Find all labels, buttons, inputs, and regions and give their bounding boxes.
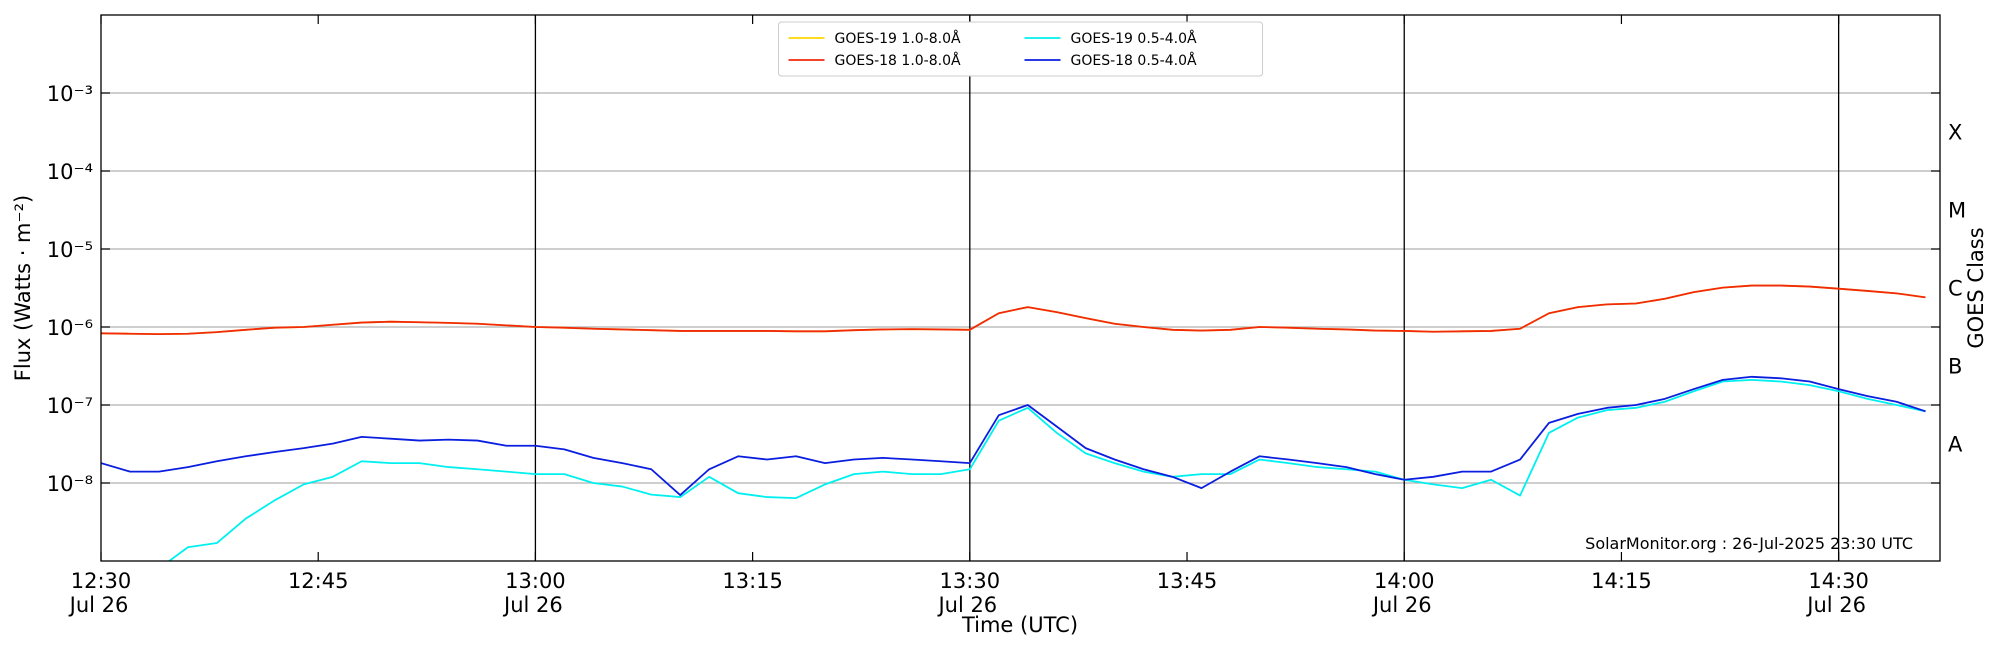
y-tick-label: 10⁻⁴: [47, 160, 93, 184]
x-tick-label-line: 13:30: [940, 569, 1001, 593]
legend-label: GOES-19 1.0-8.0Å: [835, 30, 961, 47]
x-tick-label: 14:15: [1591, 569, 1652, 593]
y-tick-label: 10⁻⁶: [47, 316, 93, 340]
legend-box: [778, 21, 1263, 77]
x-tick-label: 13:15: [722, 569, 783, 593]
y2-axis-label: GOES Class: [1964, 227, 1988, 348]
x-tick-label-line: Jul 26: [936, 593, 997, 617]
legend-label: GOES-19 0.5-4.0Å: [1071, 30, 1197, 47]
x-tick-label-line: Jul 26: [1371, 593, 1432, 617]
y-tick-label: 10⁻³: [47, 82, 93, 106]
class-label: C: [1948, 277, 1963, 301]
x-tick-label-line: Jul 26: [1805, 593, 1866, 617]
x-tick-label-line: Jul 26: [502, 593, 563, 617]
x-tick-label-line: 12:45: [288, 569, 349, 593]
class-label: X: [1948, 121, 1962, 145]
x-tick-label: 14:30 Jul 26: [1805, 569, 1869, 617]
x-tick-label: 14:00 Jul 26: [1371, 569, 1435, 617]
x-tick-label: 13:45: [1157, 569, 1218, 593]
plot-frame: [100, 14, 1941, 562]
plot-area: [101, 284, 1926, 561]
x-tick-label-line: 13:45: [1157, 569, 1218, 593]
legend-label: GOES-18 0.5-4.0Å: [1071, 52, 1197, 69]
x-tick-label-line: 13:15: [722, 569, 783, 593]
y-tick-label: 10⁻⁷: [47, 394, 93, 418]
class-label: A: [1948, 433, 1963, 457]
y-tick-label: 10⁻⁸: [47, 472, 93, 496]
x-tick-label: 13:30 Jul 26: [936, 569, 1000, 617]
class-label: B: [1948, 355, 1962, 379]
class-label: M: [1948, 199, 1966, 223]
series-line: [167, 378, 1926, 561]
legend-label: GOES-18 1.0-8.0Å: [835, 52, 961, 69]
x-axis-label: Time (UTC): [961, 613, 1078, 637]
series-line: [101, 375, 1926, 496]
x-tick-label-line: 14:15: [1591, 569, 1652, 593]
legend: GOES-19 1.0-8.0Å GOES-18 1.0-8.0Å GOES-19 …: [778, 21, 1263, 77]
x-tick-label: 12:45: [288, 569, 349, 593]
x-tick-label-line: 12:30: [71, 569, 132, 593]
series-line: [101, 284, 1926, 336]
y-axis-label: Flux (Watts · m⁻²): [11, 195, 35, 381]
annotation: SolarMonitor.org : 26-Jul-2025 23:30 UTC: [1585, 534, 1913, 553]
x-tick-label-line: 14:30: [1808, 569, 1869, 593]
x-tick-label: 12:30 Jul 26: [68, 569, 132, 617]
x-tick-label: 13:00 Jul 26: [502, 569, 566, 617]
x-tick-label-line: Jul 26: [68, 593, 129, 617]
x-tick-label-line: 14:00: [1374, 569, 1435, 593]
y-tick-label: 10⁻⁵: [47, 238, 93, 262]
x-tick-label-line: 13:00: [505, 569, 566, 593]
